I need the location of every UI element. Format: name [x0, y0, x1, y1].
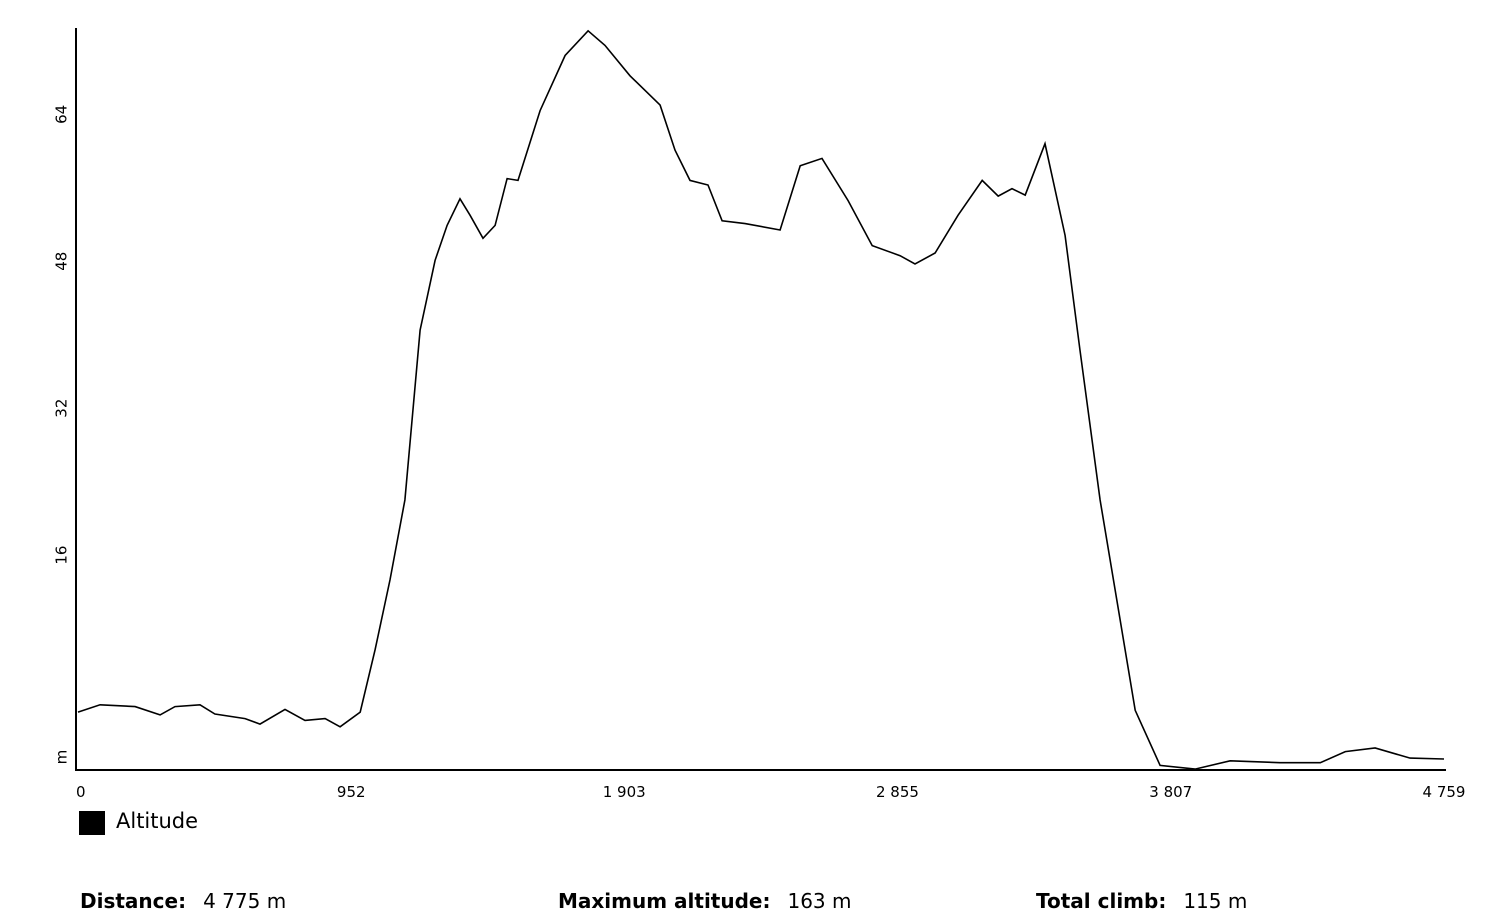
x-tick-label: 1 903: [603, 783, 646, 801]
x-tick-label: 952: [337, 783, 366, 801]
stat-label: Total climb:: [1036, 889, 1166, 913]
stat-value: 163 m: [787, 889, 851, 913]
x-tick-label: 2 855: [876, 783, 919, 801]
y-tick-label: 48: [53, 252, 71, 271]
y-tick-label: 64: [53, 105, 71, 124]
stat-value: 4 775 m: [203, 889, 286, 913]
legend-label: Altitude: [116, 809, 198, 833]
stat-value: 115 m: [1183, 889, 1247, 913]
x-tick-label: 3 807: [1149, 783, 1192, 801]
stat-label: Maximum altitude:: [558, 889, 770, 913]
altitude-line: [77, 29, 1445, 770]
y-tick-label: 16: [53, 546, 71, 565]
y-tick-label: 32: [53, 399, 71, 418]
x-tick-label: 0: [76, 783, 86, 801]
legend-swatch: [79, 811, 105, 835]
x-tick-label: 4 759: [1423, 783, 1466, 801]
stat-label: Distance:: [80, 889, 186, 913]
y-unit-label: m: [53, 750, 71, 765]
